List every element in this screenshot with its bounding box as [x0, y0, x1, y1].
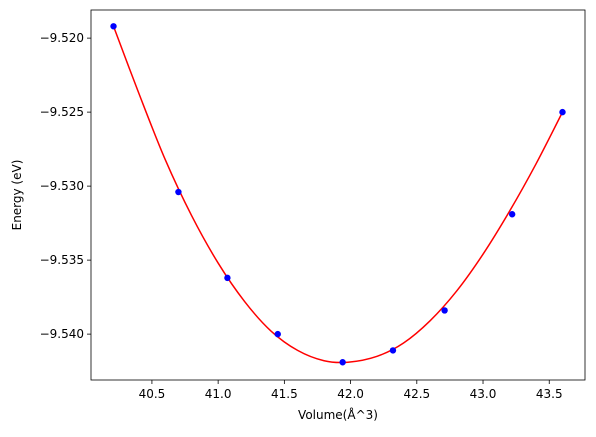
x-tick-label: 43.0: [470, 387, 497, 401]
data-point: [559, 108, 566, 116]
y-axis: −9.540 −9.535 −9.530 −9.525 −9.520: [40, 31, 91, 341]
x-axis-label: Volume(Å^3): [298, 407, 378, 422]
x-tick-label: 42.0: [337, 387, 364, 401]
data-point: [389, 347, 397, 354]
x-tick-label: 41.0: [205, 387, 232, 401]
data-point: [175, 188, 182, 196]
plot-area-frame: [90, 9, 586, 381]
data-point: [441, 307, 448, 314]
x-tick-label: 42.5: [403, 387, 430, 401]
x-tick-label: 40.5: [139, 387, 166, 401]
y-tick-label: −9.520: [40, 31, 84, 45]
data-point: [339, 359, 346, 366]
y-tick-label: −9.535: [40, 253, 84, 267]
series-layer: [110, 23, 566, 366]
fit-curve-line: [112, 26, 564, 364]
data-point: [224, 274, 231, 282]
y-tick-label: −9.540: [40, 327, 84, 341]
data-point: [508, 211, 516, 218]
x-axis: 40.5 41.0 41.5 42.0 42.5 43.0 43.5: [139, 380, 563, 401]
y-tick-label: −9.530: [40, 179, 84, 193]
data-point: [274, 330, 281, 338]
y-axis-label: Energy (eV): [10, 160, 24, 231]
data-point: [110, 23, 117, 30]
y-tick-label: −9.525: [40, 105, 84, 119]
x-tick-label: 43.5: [536, 387, 563, 401]
x-tick-label: 41.5: [271, 387, 298, 401]
